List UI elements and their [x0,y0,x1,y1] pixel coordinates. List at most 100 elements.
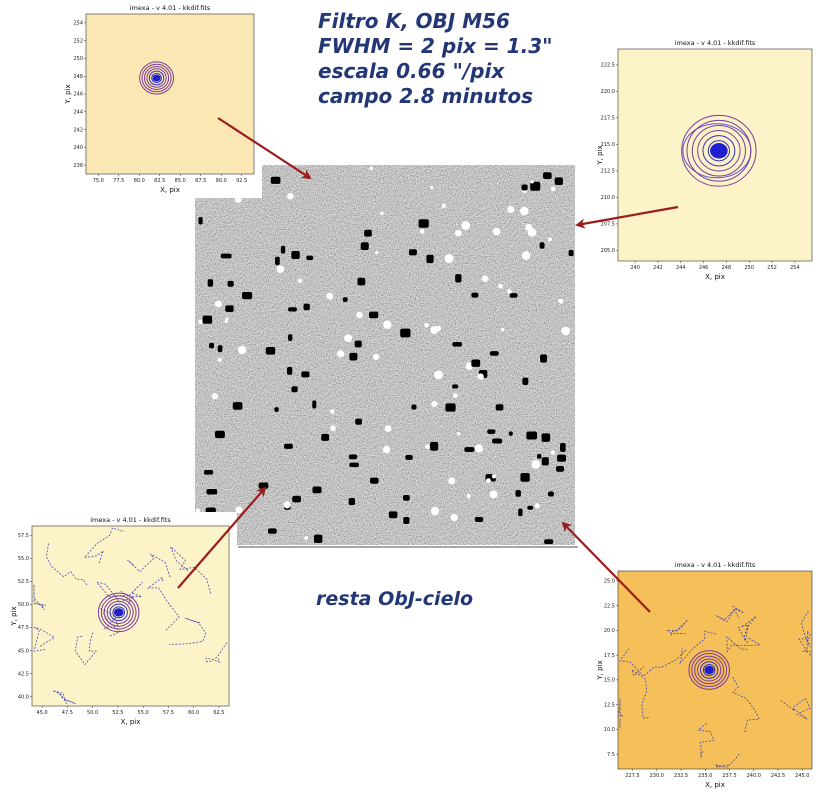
star-residual [548,492,554,497]
y-tick-label: 212.5 [601,169,615,175]
y-tick-label: 252 [73,38,83,44]
y-tick-label: 50.0 [18,602,29,608]
y-tick-label: 248 [73,74,83,80]
star-residual [411,405,416,410]
star [344,334,352,342]
star [501,328,504,331]
x-tick-label: 60.0 [188,710,199,716]
y-tick-label: 47.5 [18,625,29,631]
y-axis-label: Y, pix [596,145,604,165]
star [475,444,483,452]
star [522,251,530,259]
x-tick-label: 240.0 [747,773,761,779]
star-residual [355,341,362,348]
x-tick-label: 242 [653,265,663,271]
inset-title: imexa - v 4.01 - kkdif.fits [675,39,756,47]
star-residual [271,177,281,184]
star-residual [355,419,362,425]
star-residual [540,242,545,248]
x-axis-label: X, pix [160,186,180,194]
x-tick-label: 237.5 [722,773,736,779]
star [551,187,556,192]
x-tick-label: 62.5 [213,710,224,716]
plot-area [86,14,254,174]
star-core [704,666,714,674]
star-residual [430,442,438,451]
inset-plot: imexa - v 4.01 - kkdif.fitsX, pixY, pix2… [594,557,820,793]
x-tick-label: 230.0 [650,773,664,779]
y-tick-label: 215.0 [601,142,615,148]
star [492,474,496,478]
star [298,279,302,283]
y-tick-label: 25.0 [604,579,615,585]
star-residual [526,432,537,440]
star [520,207,529,216]
star [373,354,379,360]
star [212,393,218,399]
x-tick-label: 75.0 [93,178,104,184]
x-tick-label: 252 [767,265,777,271]
star-residual [542,457,549,465]
star [490,490,498,498]
star [383,321,391,329]
star-residual [471,293,478,298]
x-tick-label: 248 [722,265,732,271]
star [287,193,294,200]
star-residual [343,297,348,302]
y-tick-label: 10.0 [604,727,615,733]
star-residual [288,307,297,311]
y-tick-label: 57.5 [18,533,29,539]
star-residual [364,230,372,237]
star-residual [521,185,527,191]
star-residual [321,434,329,441]
star [445,254,454,263]
star [304,536,308,540]
star-residual [228,281,234,287]
star [442,204,446,208]
star-residual [560,443,566,452]
star-core [710,143,728,158]
y-tick-label: 45.0 [18,648,29,654]
x-tick-label: 242.5 [771,773,785,779]
x-tick-label: 244 [676,265,686,271]
star [531,460,540,469]
star-residual [233,402,243,410]
star-residual [426,255,433,263]
star-residual [274,407,278,412]
star-residual [409,249,417,255]
star-residual [361,242,369,250]
star-residual [349,463,359,468]
sky-image [195,165,575,545]
star [337,350,344,357]
star [425,444,430,449]
star-residual [518,509,522,517]
x-tick-label: 45.0 [37,710,48,716]
inset-title: imexa - v 4.01 - kkdif.fits [130,4,211,12]
star-residual [490,351,499,356]
x-tick-label: 82.5 [154,178,165,184]
star [498,284,503,289]
x-tick-label: 246 [699,265,709,271]
star-residual [475,517,483,522]
y-tick-label: 15.0 [604,678,615,684]
y-tick-label: 240 [73,145,83,151]
star-residual [419,219,429,227]
x-axis-label: X, pix [705,273,725,281]
star [383,446,391,454]
star-residual [288,334,292,341]
star [330,409,334,413]
star-residual [225,305,233,312]
inset-plot: imexa - v 4.01 - kkdif.fitsX, pixY, pix2… [594,35,820,285]
star-residual [471,359,480,366]
star-residual [492,438,502,443]
star-residual [287,367,292,375]
star-residual [369,312,378,319]
star-residual [349,498,355,505]
star [455,230,462,237]
y-tick-label: 55.0 [18,556,29,562]
star [215,300,222,307]
star-residual [292,496,301,502]
star [486,478,491,483]
star-residual [281,246,285,254]
